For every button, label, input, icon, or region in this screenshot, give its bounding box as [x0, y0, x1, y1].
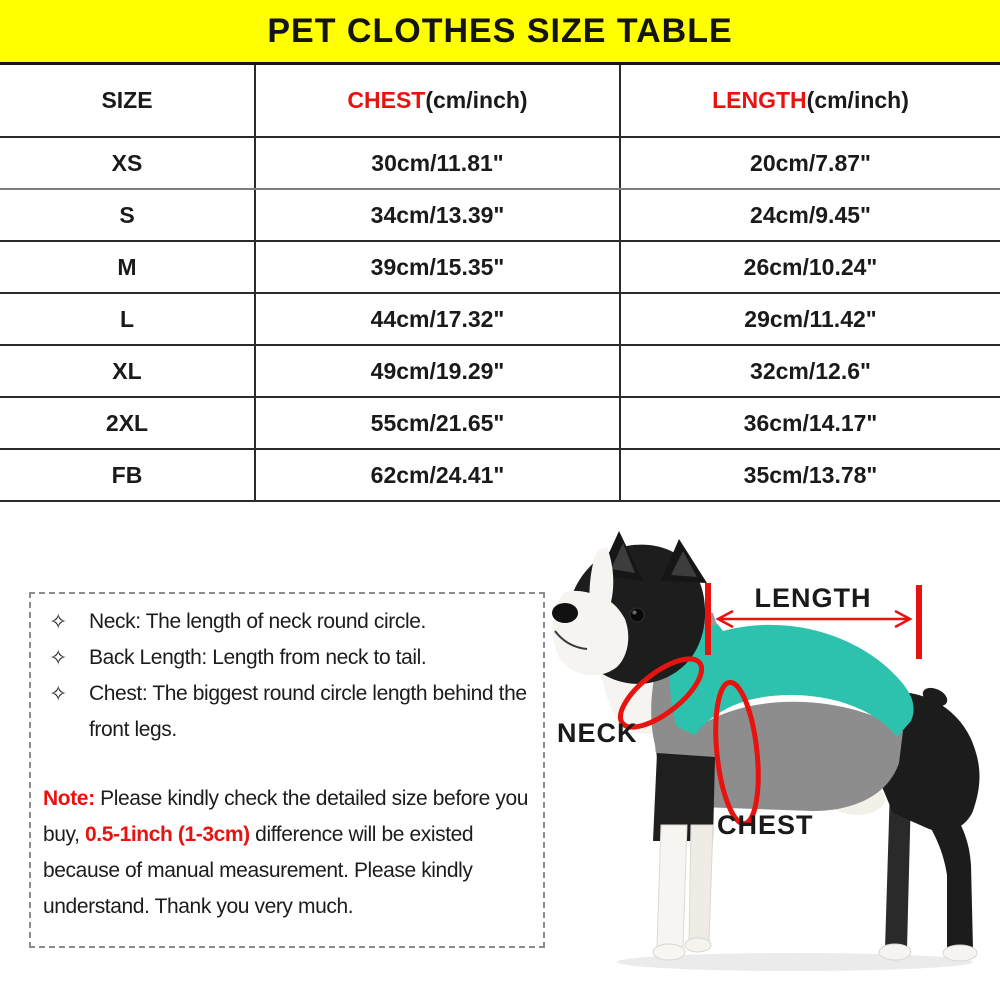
diamond-star-icon: ✧: [49, 645, 68, 670]
dog-eye: [629, 607, 645, 623]
length-cell: 32cm/12.6": [619, 345, 1000, 398]
table-row: M 39cm/15.35" 26cm/10.24": [0, 241, 1000, 294]
dog-rear-near-leg: [915, 783, 973, 949]
size-column-header: SIZE: [0, 63, 255, 138]
size-cell: XS: [0, 137, 255, 190]
chest-measure-ellipse: [713, 679, 761, 827]
chest-cell: 62cm/24.41": [254, 449, 620, 502]
dog-front-near-paw: [652, 943, 686, 961]
note-paragraph: Note: Please kindly check the detailed s…: [43, 781, 535, 925]
measure-bullet-item: ✧ Back Length: Length from neck to tail.: [41, 640, 539, 676]
length-cell: 29cm/11.42": [619, 293, 1000, 346]
chest-cell: 55cm/21.65": [254, 397, 620, 450]
note-text: Please kindly check the detailed size be…: [43, 787, 529, 846]
dog-mouth: [554, 630, 588, 650]
vest-teal-part: [669, 616, 914, 737]
page-title: PET CLOTHES SIZE TABLE: [267, 11, 733, 50]
measure-notes-box: ✧ Neck: The length of neck round circle. ✧…: [29, 592, 545, 948]
dog-ear-left-inner: [611, 543, 635, 573]
dog-illustration: LENGTH NECK CHEST: [552, 531, 980, 971]
size-cell: M: [0, 241, 255, 294]
table-row: L 44cm/17.32" 29cm/11.42": [0, 293, 1000, 346]
title-banner: PET CLOTHES SIZE TABLE: [0, 0, 1000, 62]
bullet-text: Chest: The biggest round circle length b…: [89, 682, 527, 741]
table-row: XL 49cm/19.29" 32cm/12.6": [0, 345, 1000, 398]
length-cell: 24cm/9.45": [619, 189, 1000, 242]
table-row: 2XL 55cm/21.65" 36cm/14.17": [0, 397, 1000, 450]
dog-rear-near-paw: [942, 944, 978, 962]
dog-ear-right-inner: [671, 551, 697, 577]
bullet-text: Back Length: Length from neck to tail.: [89, 646, 427, 669]
length-header-label: LENGTH: [712, 87, 807, 113]
table-row: XS 30cm/11.81" 20cm/7.87": [0, 137, 1000, 190]
diamond-star-icon: ✧: [49, 609, 68, 634]
dog-eye-highlight: [632, 610, 637, 615]
length-cell: 20cm/7.87": [619, 137, 1000, 190]
size-cell: S: [0, 189, 255, 242]
length-arrowhead-right: [894, 609, 913, 629]
dog-front-far-paw: [684, 937, 712, 953]
size-cell: 2XL: [0, 397, 255, 450]
dog-rear-far-leg: [885, 787, 911, 949]
chest-header-label: CHEST: [347, 87, 426, 113]
note-text: difference will be existed because of ma…: [43, 823, 474, 918]
length-cell: 36cm/14.17": [619, 397, 1000, 450]
length-end-bar: [916, 585, 922, 659]
dog-tail: [922, 687, 948, 707]
chest-cell: 49cm/19.29": [254, 345, 620, 398]
length-start-bar: [705, 583, 711, 655]
length-cell: 26cm/10.24": [619, 241, 1000, 294]
size-cell: L: [0, 293, 255, 346]
note-highlight-text: 0.5-1inch (1-3cm): [84, 823, 250, 846]
table-row: S 34cm/13.39" 24cm/9.45": [0, 189, 1000, 242]
dog-front-far-leg: [688, 824, 714, 942]
length-cell: 35cm/13.78": [619, 449, 1000, 502]
dog-front-near-leg: [656, 824, 688, 948]
diamond-star-icon: ✧: [49, 681, 68, 706]
measure-bullet-item: ✧ Neck: The length of neck round circle.: [41, 604, 539, 640]
chest-label: CHEST: [717, 810, 814, 840]
table-header-row: SIZE CHEST(cm/inch) LENGTH(cm/inch): [0, 63, 1000, 138]
chest-cell: 30cm/11.81": [254, 137, 620, 190]
size-table-body: XS 30cm/11.81" 20cm/7.87" S 34cm/13.39" 24cm/…: [0, 137, 1000, 502]
length-header-unit: (cm/inch): [806, 87, 909, 113]
length-column-header: LENGTH(cm/inch): [619, 63, 1000, 138]
size-cell: XL: [0, 345, 255, 398]
neck-measure-ellipse: [617, 656, 705, 730]
size-header-label: SIZE: [101, 87, 153, 113]
neck-label: NECK: [557, 718, 638, 748]
chest-header-unit: (cm/inch): [425, 87, 528, 113]
dog-front-upper: [653, 753, 715, 841]
size-cell: FB: [0, 449, 255, 502]
dog-rear-far-paw: [878, 943, 912, 961]
length-label: LENGTH: [755, 583, 872, 613]
size-table: SIZE CHEST(cm/inch) LENGTH(cm/inch) XS 30…: [0, 62, 1000, 502]
measure-bullet-item: ✧ Chest: The biggest round circle length …: [41, 676, 539, 748]
bullet-text: Neck: The length of neck round circle.: [89, 610, 426, 633]
note-highlight-text: Note:: [43, 787, 95, 810]
chest-cell: 34cm/13.39": [254, 189, 620, 242]
length-arrowhead-left: [715, 609, 734, 629]
chest-cell: 39cm/15.35": [254, 241, 620, 294]
chest-cell: 44cm/17.32": [254, 293, 620, 346]
measure-bullet-list: ✧ Neck: The length of neck round circle. ✧…: [41, 604, 539, 748]
dog-nose: [552, 603, 578, 623]
chest-column-header: CHEST(cm/inch): [254, 63, 620, 138]
dog-measure-diagram: LENGTH NECK CHEST: [545, 525, 1000, 975]
table-row: FB 62cm/24.41" 35cm/13.78": [0, 449, 1000, 502]
